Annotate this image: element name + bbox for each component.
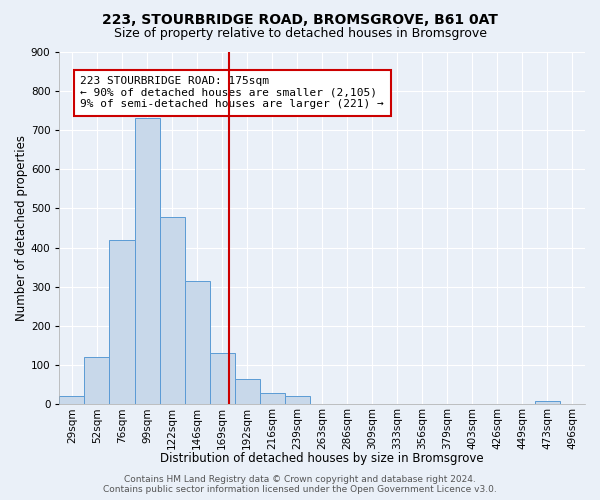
X-axis label: Distribution of detached houses by size in Bromsgrove: Distribution of detached houses by size … bbox=[160, 452, 484, 465]
Bar bbox=[134, 118, 160, 405]
Bar bbox=[535, 401, 560, 404]
Bar bbox=[260, 394, 284, 404]
Bar bbox=[209, 354, 235, 405]
Text: 223 STOURBRIDGE ROAD: 175sqm
← 90% of detached houses are smaller (2,105)
9% of : 223 STOURBRIDGE ROAD: 175sqm ← 90% of de… bbox=[80, 76, 384, 110]
Bar bbox=[109, 240, 134, 404]
Bar bbox=[235, 379, 260, 404]
Text: Contains HM Land Registry data © Crown copyright and database right 2024.
Contai: Contains HM Land Registry data © Crown c… bbox=[103, 474, 497, 494]
Bar bbox=[284, 396, 310, 404]
Bar bbox=[160, 217, 185, 404]
Text: Size of property relative to detached houses in Bromsgrove: Size of property relative to detached ho… bbox=[113, 28, 487, 40]
Text: 223, STOURBRIDGE ROAD, BROMSGROVE, B61 0AT: 223, STOURBRIDGE ROAD, BROMSGROVE, B61 0… bbox=[102, 12, 498, 26]
Bar bbox=[85, 358, 109, 405]
Y-axis label: Number of detached properties: Number of detached properties bbox=[15, 135, 28, 321]
Bar bbox=[185, 281, 209, 404]
Bar bbox=[59, 396, 85, 404]
